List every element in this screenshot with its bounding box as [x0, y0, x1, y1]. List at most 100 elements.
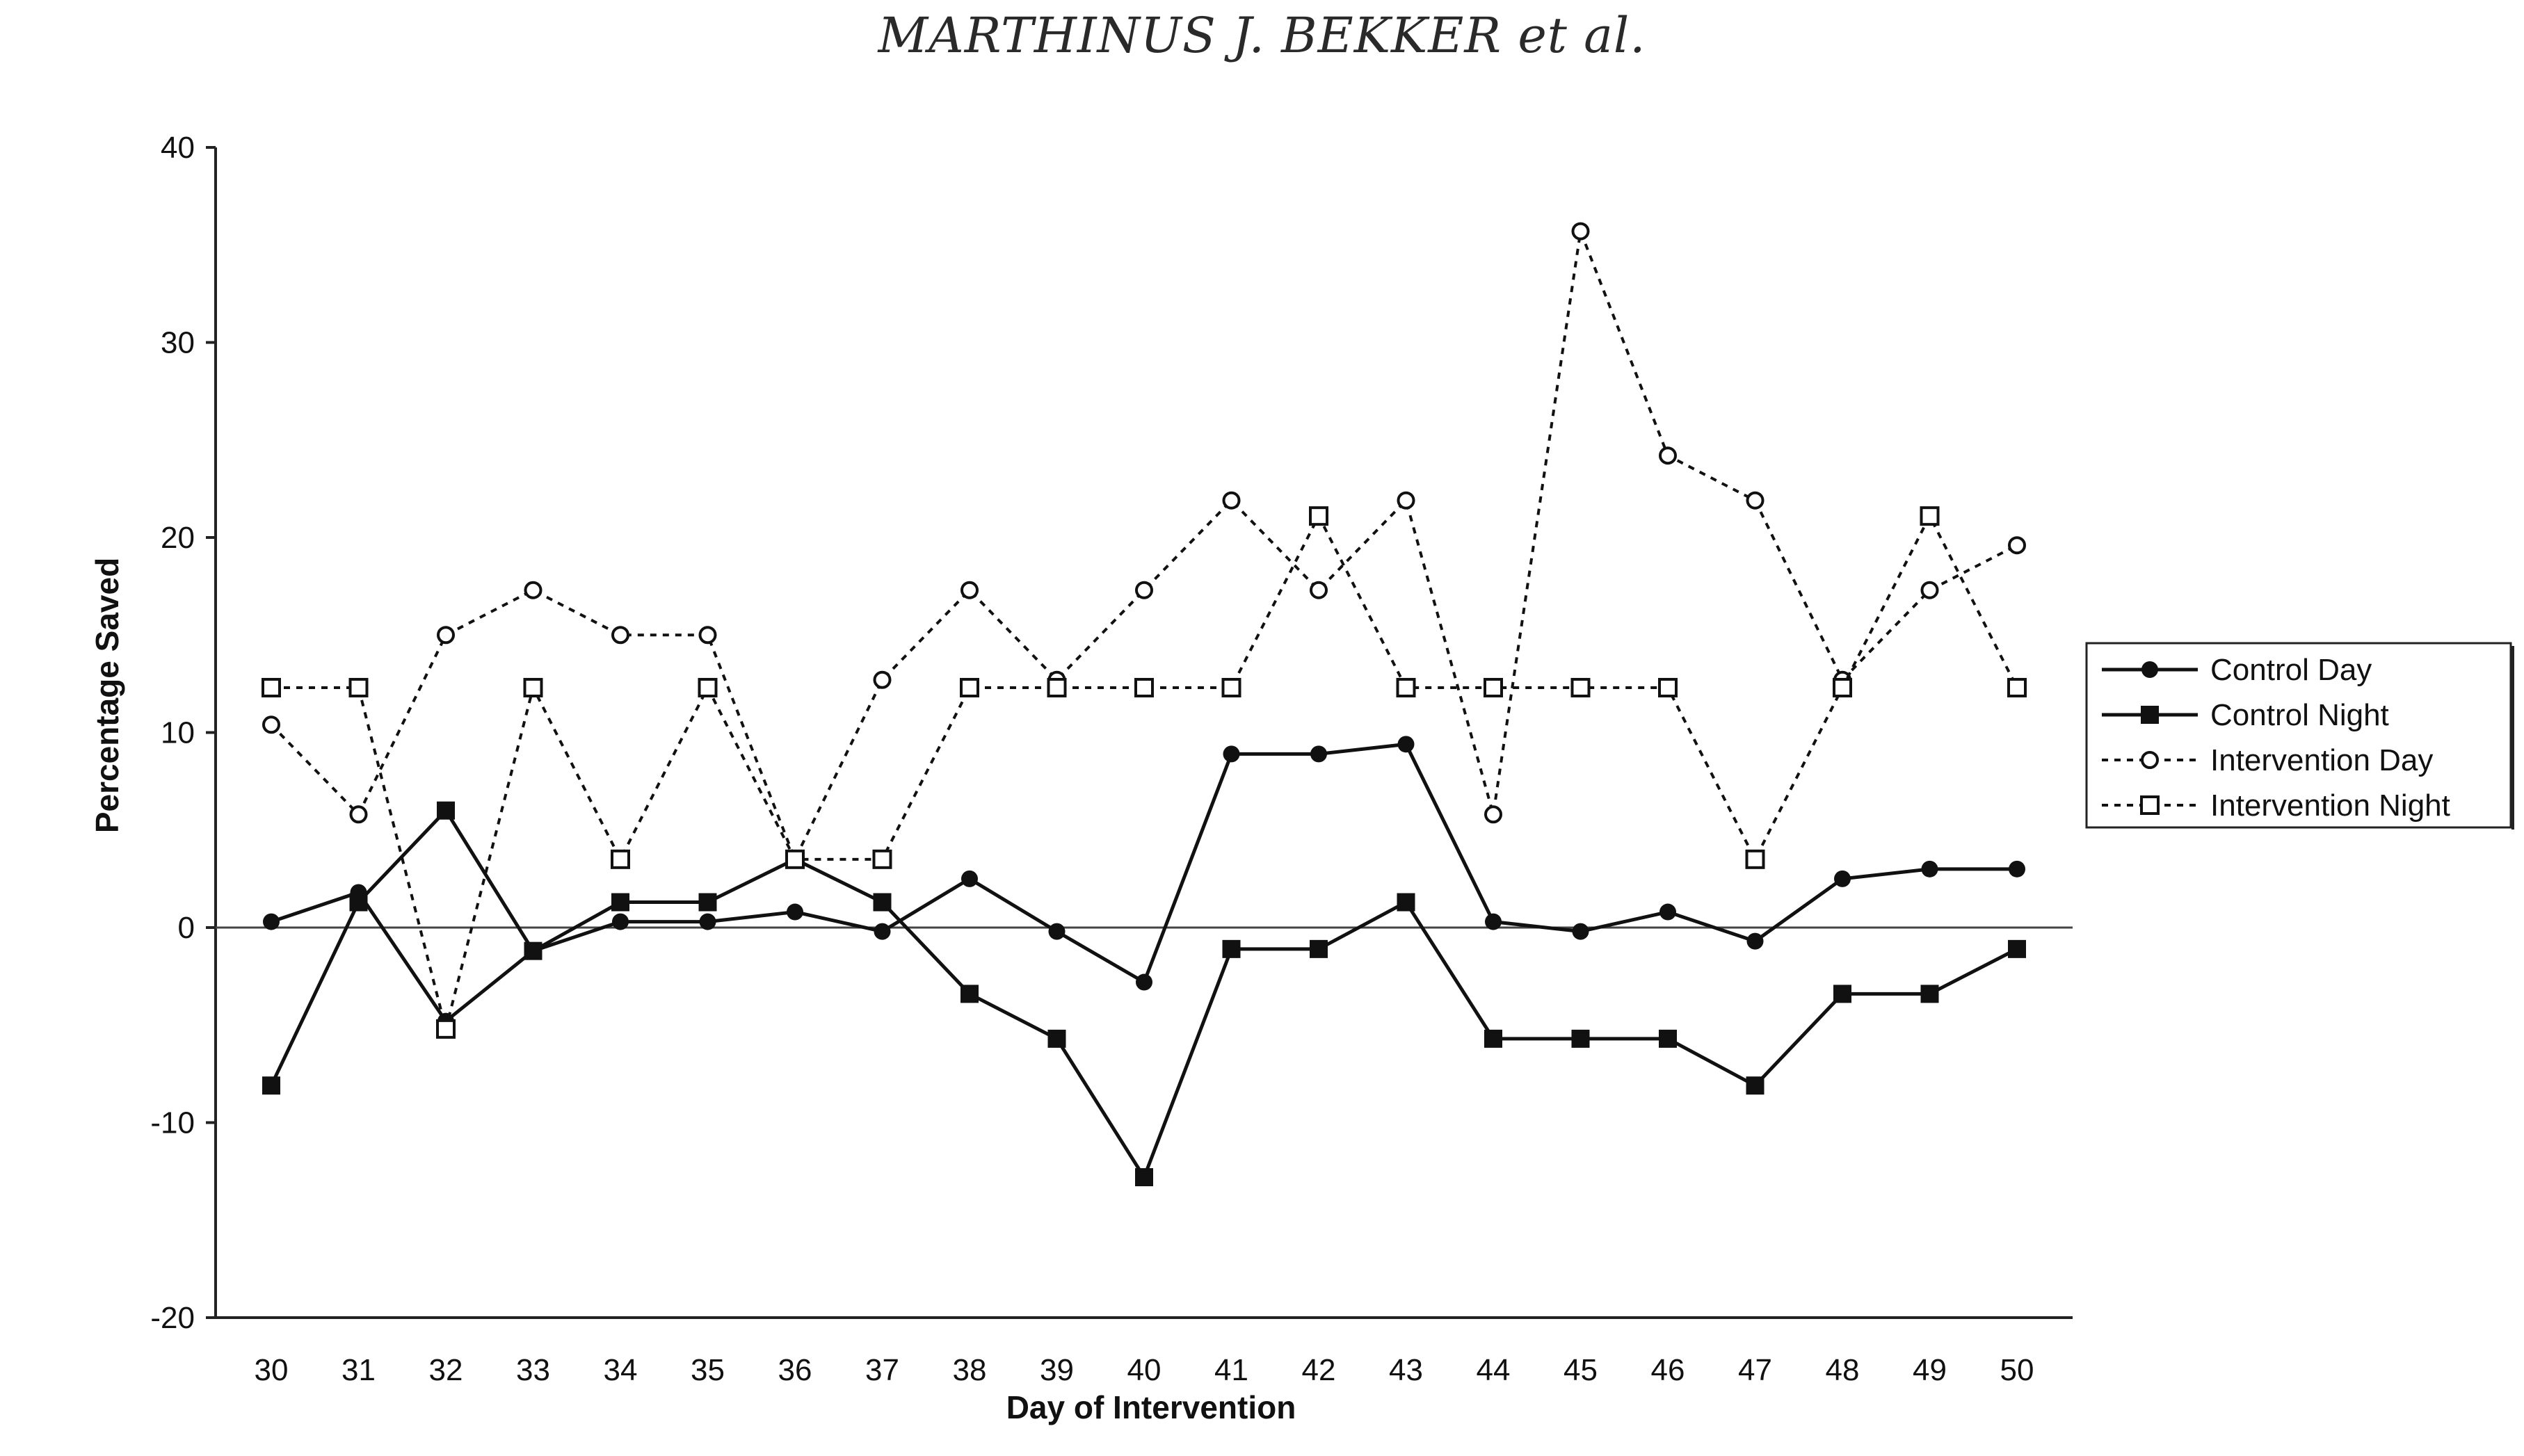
- data-point: [960, 677, 979, 697]
- data-point: [437, 801, 455, 820]
- data-point: [872, 849, 892, 869]
- data-point: [1397, 893, 1415, 912]
- data-point: [961, 870, 978, 887]
- data-point: [524, 941, 542, 960]
- chart-series: [262, 222, 2027, 1187]
- data-point: [1920, 581, 1939, 599]
- x-tick-label: 47: [1738, 1353, 1772, 1387]
- x-tick-label: 49: [1913, 1353, 1947, 1387]
- page-header: MARTHINUS J. BEKKER et al.: [878, 7, 1646, 64]
- data-point: [1571, 1029, 1590, 1048]
- data-point: [1223, 745, 1240, 763]
- data-point: [611, 893, 629, 912]
- y-axis-title: Percentage Saved: [89, 558, 125, 833]
- y-tick-label: 30: [161, 326, 195, 360]
- series-intervention-day: [262, 222, 2026, 868]
- data-point: [437, 626, 455, 645]
- x-tick-label: 43: [1389, 1353, 1423, 1387]
- data-point: [1745, 849, 1765, 869]
- x-tick-label: 35: [691, 1353, 725, 1387]
- data-point: [1833, 677, 1852, 697]
- data-point: [1310, 745, 1327, 763]
- data-point: [1658, 677, 1678, 697]
- x-tick-label: 44: [1477, 1353, 1511, 1387]
- legend-label: Intervention Night: [2210, 788, 2450, 823]
- y-tick-label: -10: [150, 1106, 195, 1140]
- data-point: [2007, 677, 2027, 697]
- x-tick-label: 36: [778, 1353, 812, 1387]
- data-point: [262, 1076, 280, 1095]
- data-point: [612, 913, 629, 930]
- data-point: [698, 626, 717, 645]
- x-tick-label: 33: [516, 1353, 550, 1387]
- data-point: [874, 923, 891, 940]
- data-point: [348, 677, 369, 697]
- data-point: [1310, 939, 1328, 958]
- data-point: [1397, 736, 1415, 753]
- data-point: [787, 903, 803, 921]
- data-point: [436, 1019, 456, 1039]
- x-tick-label: 42: [1302, 1353, 1336, 1387]
- data-point: [1222, 491, 1241, 510]
- data-point: [1047, 677, 1067, 697]
- x-tick-label: 45: [1564, 1353, 1598, 1387]
- x-tick-label: 39: [1040, 1353, 1074, 1387]
- data-point: [1309, 506, 1328, 526]
- x-tick-label: 32: [429, 1353, 463, 1387]
- legend-marker: [2141, 661, 2158, 678]
- chart-legend: Control Day Control Night Intervention Day…: [2085, 642, 2514, 830]
- data-point: [1485, 913, 1502, 930]
- x-tick-label: 48: [1826, 1353, 1860, 1387]
- data-point: [699, 913, 716, 930]
- x-tick-label: 37: [865, 1353, 899, 1387]
- series-control-day: [263, 736, 2025, 1030]
- x-tick-label: 38: [953, 1353, 987, 1387]
- data-point: [1396, 677, 1416, 697]
- legend-label: Intervention Day: [2210, 743, 2433, 777]
- x-axis-title: Day of Intervention: [1006, 1389, 1296, 1425]
- data-point: [1659, 446, 1677, 465]
- data-point: [1221, 677, 1241, 697]
- data-point: [349, 893, 368, 912]
- data-point: [1134, 677, 1154, 697]
- data-point: [698, 677, 718, 697]
- data-point: [1047, 1029, 1066, 1048]
- legend-marker: [2140, 795, 2160, 815]
- y-tick-label: 0: [178, 911, 195, 945]
- data-point: [1746, 491, 1765, 510]
- y-tick-label: 40: [161, 131, 195, 165]
- data-point: [873, 670, 892, 689]
- y-tick-label: -20: [150, 1301, 195, 1335]
- data-point: [1310, 581, 1328, 599]
- series-intervention-night: [262, 506, 2027, 1039]
- data-point: [1746, 932, 1764, 950]
- data-point: [1484, 677, 1503, 697]
- data-point: [1484, 1029, 1502, 1048]
- data-point: [1135, 1168, 1153, 1187]
- x-tick-label: 50: [2000, 1353, 2034, 1387]
- data-point: [611, 626, 629, 645]
- data-point: [960, 985, 979, 1003]
- x-tick-label: 34: [604, 1353, 638, 1387]
- data-point: [262, 715, 280, 734]
- data-point: [2008, 939, 2026, 958]
- data-point: [1048, 923, 1066, 940]
- data-point: [1921, 860, 1938, 877]
- data-point: [873, 893, 892, 912]
- data-point: [263, 913, 280, 930]
- data-point: [1484, 805, 1502, 824]
- x-tick-label: 41: [1214, 1353, 1248, 1387]
- data-point: [1135, 581, 1153, 599]
- data-point: [1659, 903, 1676, 921]
- series-line: [270, 225, 2018, 863]
- data-point: [1222, 939, 1241, 958]
- data-point: [1397, 491, 1415, 510]
- legend-marker: [2141, 751, 2159, 769]
- y-tick-label: 10: [161, 716, 195, 750]
- series-line: [271, 512, 2018, 1030]
- x-tick-label: 40: [1127, 1353, 1161, 1387]
- data-point: [1920, 506, 1940, 526]
- data-point: [1746, 1076, 1765, 1095]
- data-point: [1920, 985, 1939, 1003]
